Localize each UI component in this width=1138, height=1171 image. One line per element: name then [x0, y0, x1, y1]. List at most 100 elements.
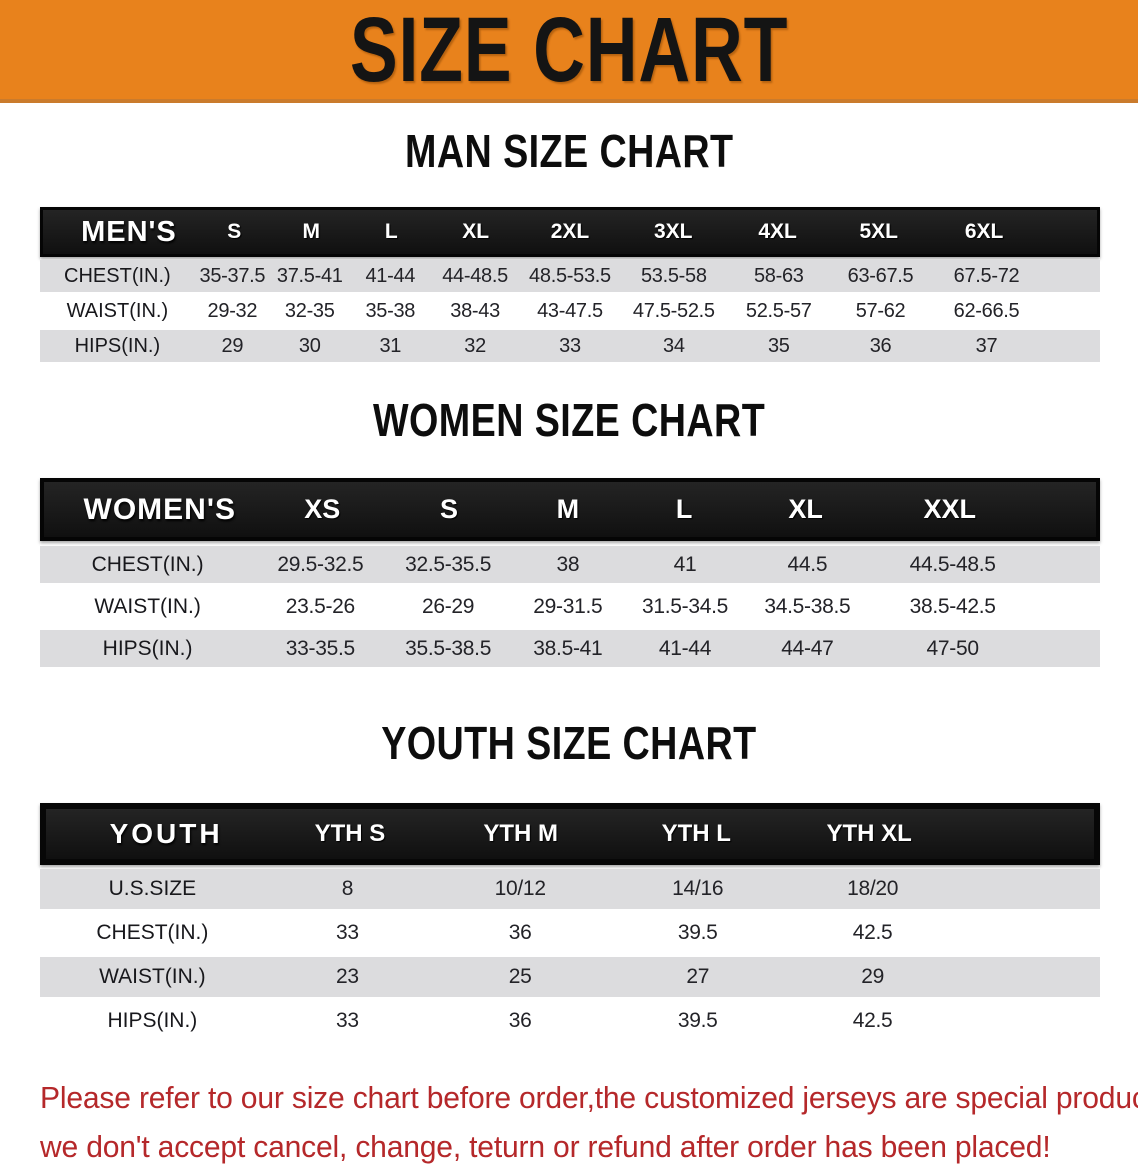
measurement-value: 44-48.5 — [442, 264, 508, 287]
mens-size-table: MEN'S S M L XL 2XL 3XL 4XL 5XL 6XL CHEST(IN.) 35-… — [40, 207, 1100, 362]
womens-size-table: WOMEN'S XS S M L XL XXL CHEST(IN.) 29.5-32.5 32… — [40, 478, 1100, 667]
size-column-header: XL — [462, 220, 490, 243]
youth-table-header-row: YOUTH YTH S YTH M YTH L YTH XL — [40, 803, 1100, 865]
measurement-value: 38 — [556, 552, 580, 576]
table-row: CHEST(IN.) 29.5-32.5 32.5-35.5 38 41 44.5 44.5… — [40, 546, 1100, 583]
man-section-heading: MAN SIZE CHART — [0, 127, 1138, 187]
measurement-value: 32 — [464, 334, 486, 357]
table-row: WAIST(IN.) 23 25 27 29 — [40, 957, 1100, 997]
measurement-value: 23.5-26 — [285, 594, 355, 618]
measurement-value: 32.5-35.5 — [405, 552, 492, 576]
measurement-value: 25 — [508, 965, 532, 988]
size-column-header: XXL — [923, 494, 976, 524]
size-column-header: 3XL — [653, 220, 693, 243]
measurement-value: 35 — [767, 334, 790, 357]
size-column-header: YTH M — [483, 820, 559, 847]
measurement-value: 29 — [221, 334, 244, 357]
measurement-value: 37.5-41 — [276, 264, 343, 287]
measurement-row-label: WAIST(IN.) — [66, 299, 169, 322]
measurement-row-label: U.S.SIZE — [108, 877, 197, 900]
mens-table-header-label: MEN'S — [81, 215, 177, 248]
size-column-header: L — [675, 494, 693, 524]
measurement-row-label: HIPS(IN.) — [102, 636, 193, 660]
measurement-value: 58-63 — [753, 264, 804, 287]
womens-table-header-row: WOMEN'S XS S M L XL XXL — [40, 478, 1100, 541]
size-column-header: S — [227, 220, 242, 243]
table-row: U.S.SIZE 8 10/12 14/16 18/20 — [40, 869, 1100, 909]
measurement-row-label: WAIST(IN.) — [99, 965, 206, 988]
youth-table-body: U.S.SIZE 8 10/12 14/16 18/20 CHEST(IN.) 33 36 39… — [40, 869, 1100, 1041]
measurement-value: 35-37.5 — [199, 264, 266, 287]
size-column-header: 4XL — [758, 220, 797, 243]
womens-table-body: CHEST(IN.) 29.5-32.5 32.5-35.5 38 41 44.5 44.5… — [40, 546, 1100, 667]
measurement-row-label: CHEST(IN.) — [64, 264, 171, 287]
measurement-value: 39.5 — [677, 921, 718, 944]
measurement-value: 57-62 — [855, 299, 906, 322]
measurement-value: 43-47.5 — [537, 299, 603, 322]
size-column-header: M — [302, 220, 320, 243]
measurement-value: 42.5 — [852, 1009, 893, 1032]
womens-table-header-label: WOMEN'S — [83, 492, 236, 526]
size-column-header: YTH S — [314, 820, 386, 847]
measurement-value: 38.5-42.5 — [909, 594, 996, 618]
order-disclaimer: Please refer to our size chart before or… — [40, 1073, 1138, 1171]
mens-table-body: CHEST(IN.) 35-37.5 37.5-41 41-44 44-48.5 48.5… — [40, 260, 1100, 362]
table-row: HIPS(IN.) 33-35.5 35.5-38.5 38.5-41 41-44 44-… — [40, 630, 1100, 667]
measurement-value: 18/20 — [847, 877, 899, 900]
youth-section-heading-text: YOUTH SIZE CHART — [381, 717, 757, 769]
measurement-value: 41 — [673, 552, 697, 576]
youth-section-heading: YOUTH SIZE CHART — [0, 719, 1138, 779]
measurement-value: 41-44 — [365, 264, 416, 287]
measurement-value: 14/16 — [672, 877, 724, 900]
measurement-value: 52.5-57 — [745, 299, 812, 322]
size-column-header: M — [556, 494, 580, 524]
table-row: WAIST(IN.) 29-32 32-35 35-38 38-43 43-47.5 47.… — [40, 295, 1100, 327]
measurement-value: 47.5-52.5 — [632, 299, 715, 322]
man-section-heading-text: MAN SIZE CHART — [404, 125, 734, 177]
measurement-value: 29-32 — [207, 299, 258, 322]
table-row: HIPS(IN.) 29 30 31 32 33 34 35 36 37 — [40, 330, 1100, 362]
measurement-value: 33 — [559, 334, 581, 357]
measurement-value: 37 — [975, 334, 998, 357]
measurement-value: 33 — [336, 1009, 359, 1032]
youth-table-header-label: YOUTH — [109, 818, 223, 849]
measurement-value: 67.5-72 — [953, 264, 1020, 287]
disclaimer-line-2: we don't accept cancel, change, teturn o… — [40, 1129, 1051, 1164]
measurement-value: 33-35.5 — [285, 636, 355, 660]
size-column-header: L — [384, 220, 398, 243]
measurement-value: 10/12 — [494, 877, 546, 900]
size-column-header: XS — [304, 494, 341, 524]
measurement-value: 47-50 — [926, 636, 980, 660]
women-section-heading: WOMEN SIZE CHART — [0, 396, 1138, 456]
measurement-value: 44-47 — [781, 636, 834, 660]
measurement-value: 33 — [336, 921, 359, 944]
size-column-header: 6XL — [964, 220, 1004, 243]
size-column-header: 2XL — [550, 220, 590, 243]
measurement-value: 36 — [869, 334, 892, 357]
size-column-header: YTH XL — [826, 820, 912, 847]
measurement-row-label: HIPS(IN.) — [74, 334, 161, 357]
measurement-value: 39.5 — [677, 1009, 718, 1032]
table-row: HIPS(IN.) 33 36 39.5 42.5 — [40, 1001, 1100, 1041]
mens-table-header-row: MEN'S S M L XL 2XL 3XL 4XL 5XL 6XL — [40, 207, 1100, 257]
measurement-value: 36 — [508, 921, 532, 944]
banner-title: SIZE CHART — [349, 0, 789, 101]
measurement-value: 38.5-41 — [533, 636, 603, 660]
measurement-row-label: HIPS(IN.) — [107, 1009, 198, 1032]
size-chart-banner: SIZE CHART — [0, 0, 1138, 103]
measurement-value: 27 — [686, 965, 710, 988]
measurement-value: 53.5-58 — [640, 264, 707, 287]
measurement-value: 29.5-32.5 — [277, 552, 364, 576]
measurement-value: 26-29 — [421, 594, 475, 618]
disclaimer-line-1: Please refer to our size chart before or… — [40, 1080, 1138, 1115]
measurement-value: 62-66.5 — [953, 299, 1020, 322]
measurement-value: 34.5-38.5 — [764, 594, 851, 618]
youth-size-table: YOUTH YTH S YTH M YTH L YTH XL U.S.SIZE 8 10/… — [40, 803, 1100, 1041]
size-column-header: S — [439, 494, 458, 524]
women-section-heading-text: WOMEN SIZE CHART — [372, 394, 766, 446]
measurement-value: 8 — [341, 877, 354, 900]
measurement-value: 35-38 — [365, 299, 416, 322]
measurement-row-label: WAIST(IN.) — [94, 594, 201, 618]
table-row: CHEST(IN.) 33 36 39.5 42.5 — [40, 913, 1100, 953]
measurement-value: 29-31.5 — [533, 594, 603, 618]
